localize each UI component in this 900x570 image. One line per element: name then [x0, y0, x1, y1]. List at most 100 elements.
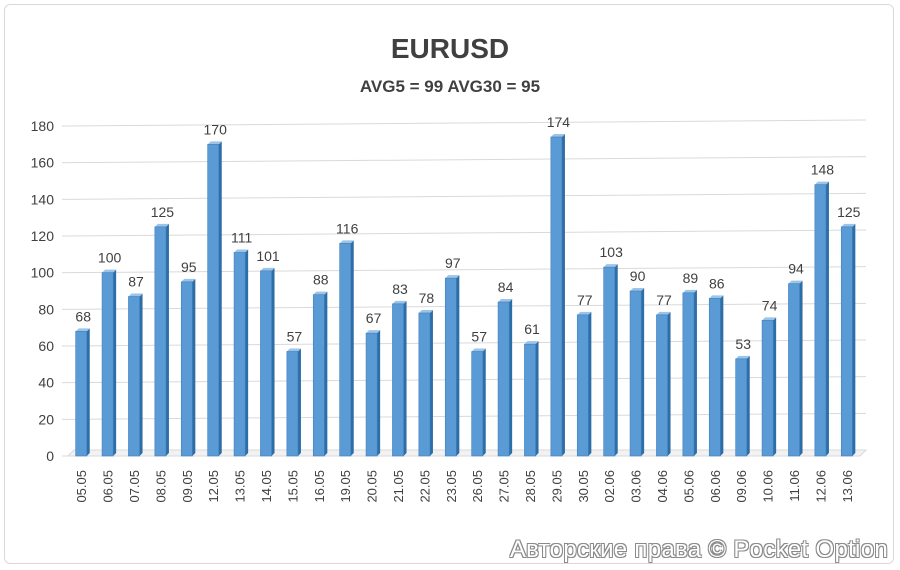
- data-label: 87: [128, 274, 144, 290]
- bar-top: [630, 288, 645, 291]
- bar: [840, 223, 856, 457]
- x-tick-label: 29.05: [549, 470, 564, 503]
- bar-top: [366, 330, 381, 334]
- bar-top: [75, 328, 90, 332]
- x-tick-label: 12.06: [813, 470, 828, 503]
- x-tick-label: 09.05: [180, 470, 195, 503]
- x-tick-label: 28.05: [523, 470, 538, 503]
- bar: [75, 328, 90, 457]
- bar-side: [561, 134, 565, 456]
- bar-top: [207, 141, 222, 145]
- data-label: 125: [837, 204, 861, 220]
- data-label: 77: [577, 292, 593, 308]
- data-label: 89: [683, 270, 699, 286]
- data-label: 84: [498, 279, 514, 295]
- data-label: 174: [547, 114, 571, 130]
- bar-front: [392, 303, 404, 457]
- bar: [656, 311, 671, 457]
- chart-title: EURUSD: [391, 33, 509, 64]
- bar: [603, 264, 618, 457]
- bar-top: [286, 348, 301, 352]
- bar-side: [852, 223, 856, 456]
- x-tick-label: 03.06: [629, 470, 644, 503]
- bar-side: [297, 348, 301, 456]
- bar: [312, 291, 328, 457]
- bar-top: [682, 289, 697, 293]
- y-tick-label: 120: [31, 228, 55, 244]
- bar-front: [207, 144, 220, 457]
- bar: [444, 275, 460, 457]
- bar-top: [128, 293, 143, 297]
- bar-front: [603, 266, 616, 457]
- bar-top: [498, 299, 513, 302]
- bar-front: [576, 314, 589, 457]
- bar: [233, 249, 249, 457]
- data-label: 68: [75, 308, 91, 324]
- bar-top: [471, 348, 486, 352]
- y-tick-label: 40: [38, 375, 54, 391]
- gridline: [67, 156, 867, 164]
- bar-front: [761, 320, 774, 457]
- bar: [260, 267, 275, 457]
- bar-front: [233, 252, 246, 457]
- bar-side: [693, 289, 697, 456]
- bar: [814, 181, 829, 457]
- data-label: 116: [336, 220, 359, 236]
- bar: [339, 240, 354, 457]
- x-tick-label: 15.05: [285, 470, 300, 503]
- bar-side: [377, 330, 381, 456]
- data-label: 67: [366, 310, 382, 326]
- data-label: 57: [287, 329, 303, 345]
- bar-side: [641, 288, 645, 456]
- bar-top: [709, 295, 724, 299]
- bar-side: [535, 341, 539, 456]
- data-label: 83: [392, 281, 408, 297]
- gridline: [67, 376, 867, 384]
- bar: [708, 295, 724, 457]
- bar-top: [577, 311, 592, 315]
- bar: [418, 310, 433, 457]
- data-label: 125: [151, 204, 175, 220]
- bar-side: [165, 223, 169, 456]
- gridline: [67, 266, 867, 274]
- x-tick-label: 07.05: [127, 470, 142, 503]
- bar-front: [735, 358, 748, 457]
- x-tick-label: 08.05: [153, 470, 168, 503]
- bar-side: [86, 328, 90, 456]
- data-label: 103: [600, 244, 624, 260]
- gridline: [67, 302, 867, 310]
- bar-top: [550, 134, 565, 137]
- bar-side: [667, 311, 671, 456]
- bar-side: [456, 275, 460, 456]
- bar: [365, 330, 381, 457]
- bar-top: [735, 355, 750, 359]
- bar: [101, 269, 117, 457]
- bar-front: [365, 332, 378, 457]
- bar: [735, 355, 750, 457]
- x-tick-label: 02.06: [602, 470, 617, 503]
- bar-front: [444, 277, 457, 457]
- x-tick-label: 05.06: [681, 470, 696, 503]
- y-tick-label: 20: [38, 411, 54, 427]
- chart-subtitle: AVG5 = 99 AVG30 = 95: [360, 77, 540, 96]
- x-tick-label: 16.05: [312, 470, 327, 503]
- bar: [471, 348, 486, 457]
- bar-top: [603, 264, 618, 268]
- bar: [761, 317, 777, 457]
- data-label: 86: [709, 275, 725, 291]
- bar-front: [154, 226, 167, 457]
- bar: [497, 299, 513, 457]
- bar: [154, 223, 169, 457]
- bar: [576, 311, 592, 457]
- bar-front: [682, 292, 695, 457]
- bar-top: [788, 280, 803, 284]
- x-tick-label: 20.05: [365, 470, 380, 503]
- data-label: 111: [231, 230, 252, 246]
- bar-front: [312, 294, 325, 457]
- y-tick-label: 140: [31, 191, 55, 207]
- data-label: 97: [445, 255, 461, 271]
- bar-side: [139, 293, 143, 456]
- bar-side: [429, 310, 433, 456]
- data-label: 88: [313, 272, 329, 288]
